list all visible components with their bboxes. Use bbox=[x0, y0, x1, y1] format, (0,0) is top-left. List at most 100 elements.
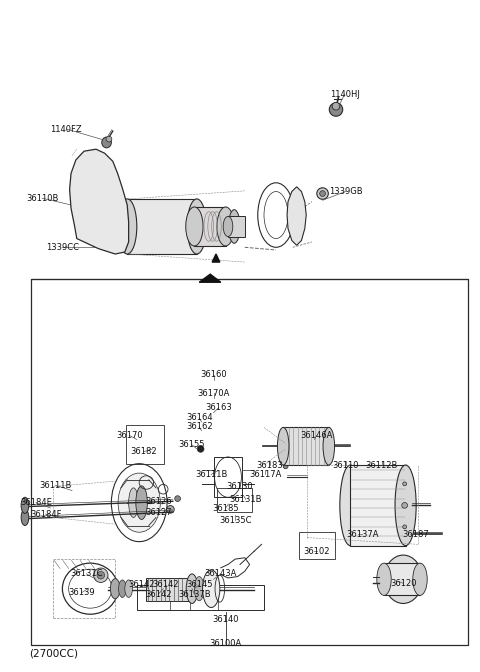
Ellipse shape bbox=[203, 570, 220, 607]
Text: 1140HJ: 1140HJ bbox=[330, 89, 360, 99]
Text: 36110: 36110 bbox=[332, 460, 359, 470]
Polygon shape bbox=[199, 274, 221, 282]
Text: 36137A: 36137A bbox=[346, 530, 379, 539]
Circle shape bbox=[167, 505, 174, 513]
Circle shape bbox=[197, 446, 204, 452]
Bar bbox=[127, 199, 197, 254]
Circle shape bbox=[403, 525, 407, 529]
Text: 36139: 36139 bbox=[68, 588, 95, 597]
Bar bbox=[126, 425, 164, 464]
Text: 36163: 36163 bbox=[205, 403, 232, 413]
Text: 36102: 36102 bbox=[303, 546, 330, 556]
Bar bbox=[228, 216, 245, 237]
Bar bbox=[31, 279, 468, 645]
Text: 36164: 36164 bbox=[186, 413, 213, 423]
Ellipse shape bbox=[186, 574, 198, 603]
Ellipse shape bbox=[340, 465, 361, 546]
Text: 36142: 36142 bbox=[152, 580, 179, 589]
Text: 36120: 36120 bbox=[390, 579, 417, 588]
Text: 36162: 36162 bbox=[186, 422, 213, 431]
Bar bbox=[217, 488, 252, 512]
Ellipse shape bbox=[413, 563, 427, 595]
Ellipse shape bbox=[384, 555, 422, 603]
Polygon shape bbox=[70, 149, 129, 254]
Circle shape bbox=[320, 191, 325, 196]
Text: 36183: 36183 bbox=[256, 460, 283, 470]
Text: 36110B: 36110B bbox=[26, 194, 59, 203]
Ellipse shape bbox=[119, 580, 126, 597]
Ellipse shape bbox=[186, 207, 203, 246]
Text: 36155: 36155 bbox=[179, 440, 205, 450]
Text: 36131C: 36131C bbox=[70, 569, 103, 579]
Ellipse shape bbox=[102, 137, 111, 148]
Text: 36146A: 36146A bbox=[300, 431, 333, 440]
Ellipse shape bbox=[329, 103, 343, 116]
Text: 36187: 36187 bbox=[402, 530, 429, 539]
Ellipse shape bbox=[228, 210, 240, 243]
Text: 36131B: 36131B bbox=[229, 495, 262, 504]
Text: (2700CC): (2700CC) bbox=[29, 649, 78, 659]
Bar bbox=[350, 465, 406, 546]
Text: 36117A: 36117A bbox=[249, 470, 282, 479]
Ellipse shape bbox=[323, 427, 335, 465]
Circle shape bbox=[97, 571, 105, 579]
Bar bbox=[137, 585, 264, 610]
Text: 36145: 36145 bbox=[186, 580, 213, 589]
Text: 36184E: 36184E bbox=[20, 498, 52, 507]
Polygon shape bbox=[287, 187, 306, 245]
Text: 36142: 36142 bbox=[128, 580, 155, 589]
Text: 36170A: 36170A bbox=[197, 388, 230, 398]
Text: 36100A: 36100A bbox=[209, 639, 242, 648]
Text: 36142: 36142 bbox=[145, 589, 172, 599]
Text: 1339GB: 1339GB bbox=[329, 187, 362, 196]
Text: 36184F: 36184F bbox=[30, 509, 61, 519]
Ellipse shape bbox=[21, 509, 29, 526]
Ellipse shape bbox=[125, 580, 132, 597]
Ellipse shape bbox=[277, 427, 289, 465]
Ellipse shape bbox=[129, 488, 138, 517]
Text: 1339CC: 1339CC bbox=[46, 243, 79, 252]
Text: 36135C: 36135C bbox=[219, 515, 252, 525]
Ellipse shape bbox=[118, 199, 137, 254]
Polygon shape bbox=[212, 254, 220, 262]
Bar bbox=[53, 559, 115, 618]
Bar bbox=[146, 578, 190, 601]
Text: 36160: 36160 bbox=[200, 370, 227, 380]
Text: 36111B: 36111B bbox=[195, 470, 228, 479]
Circle shape bbox=[283, 464, 288, 469]
Text: 36137B: 36137B bbox=[178, 589, 211, 599]
Bar bbox=[384, 563, 420, 595]
Circle shape bbox=[402, 503, 408, 508]
Bar bbox=[214, 457, 242, 497]
Circle shape bbox=[106, 136, 112, 142]
Text: 1140FZ: 1140FZ bbox=[50, 124, 82, 134]
Circle shape bbox=[175, 496, 180, 501]
Circle shape bbox=[403, 482, 407, 486]
Text: 36111B: 36111B bbox=[39, 480, 72, 490]
Ellipse shape bbox=[395, 465, 416, 546]
Ellipse shape bbox=[110, 579, 120, 599]
Circle shape bbox=[105, 244, 111, 251]
Bar bbox=[194, 207, 226, 246]
Ellipse shape bbox=[217, 207, 234, 246]
Text: 36143A: 36143A bbox=[204, 569, 237, 579]
Ellipse shape bbox=[223, 216, 233, 237]
Circle shape bbox=[317, 187, 328, 200]
Ellipse shape bbox=[136, 486, 147, 519]
Circle shape bbox=[94, 568, 108, 583]
Text: 36126: 36126 bbox=[145, 497, 172, 507]
Text: 36170: 36170 bbox=[116, 431, 143, 440]
Text: 36127: 36127 bbox=[145, 507, 172, 517]
Ellipse shape bbox=[194, 577, 204, 601]
Circle shape bbox=[332, 102, 340, 110]
Text: 36130: 36130 bbox=[227, 482, 253, 491]
Bar bbox=[283, 427, 329, 465]
Ellipse shape bbox=[187, 199, 206, 254]
Ellipse shape bbox=[377, 563, 391, 595]
Text: 36185: 36185 bbox=[212, 503, 239, 513]
Bar bbox=[299, 532, 335, 559]
Text: 36112B: 36112B bbox=[365, 460, 398, 470]
Ellipse shape bbox=[21, 497, 29, 513]
Ellipse shape bbox=[118, 473, 160, 532]
Text: 36140: 36140 bbox=[212, 615, 239, 624]
